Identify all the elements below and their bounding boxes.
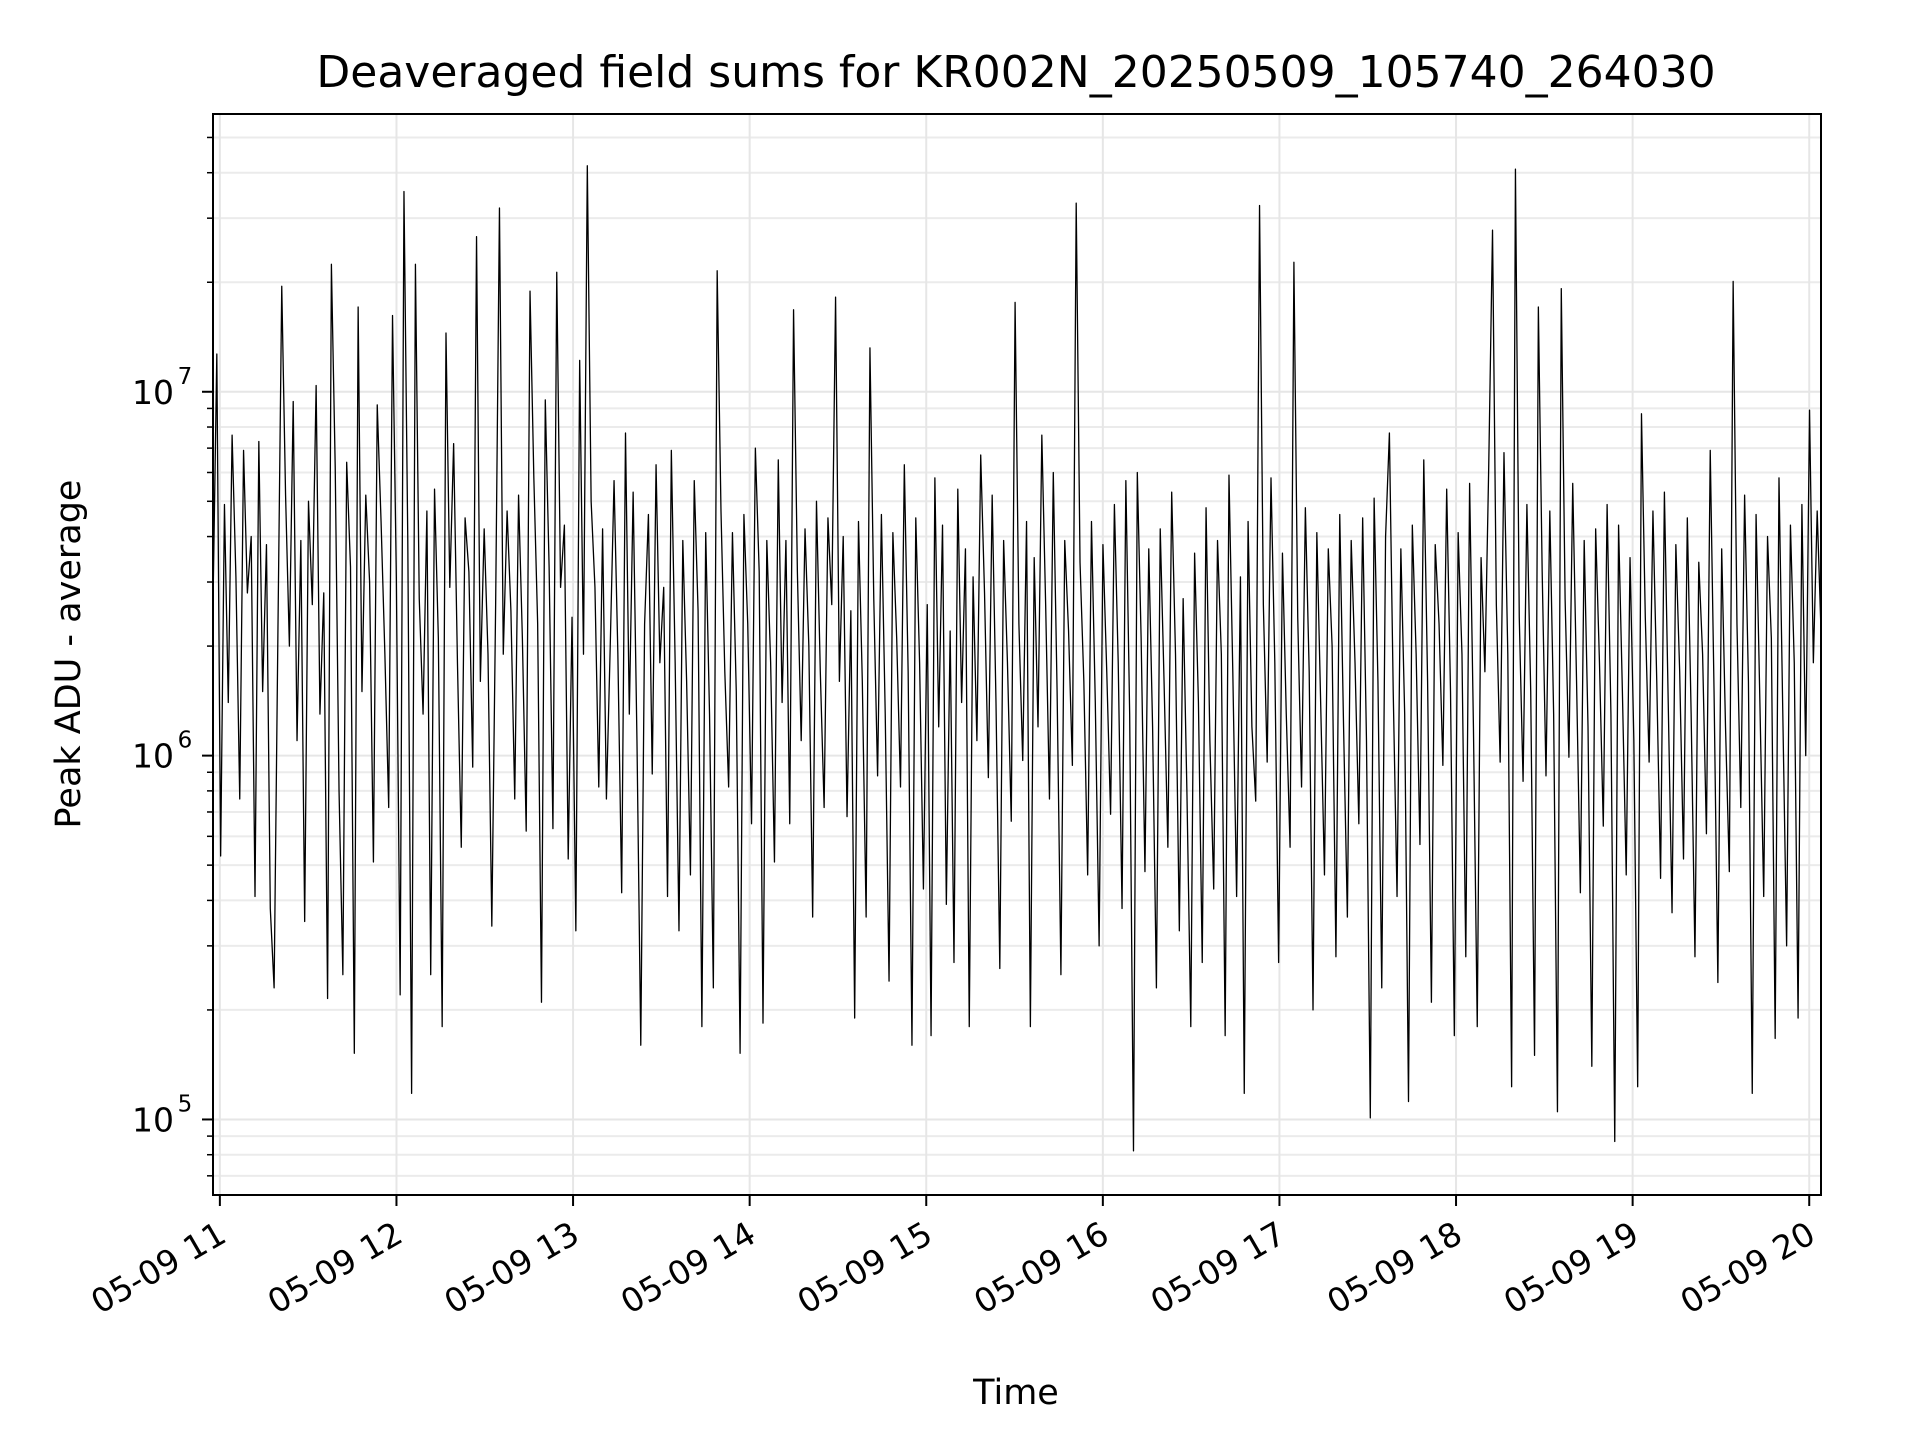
plot-frame	[212, 113, 1822, 1196]
chart-title: Deaveraged field sums for KR002N_2025050…	[316, 47, 1715, 98]
x-tick-label: 05-09 17	[1144, 1214, 1292, 1322]
grid-layer	[213, 114, 1821, 1195]
y-tick-exponent: 7	[178, 364, 193, 390]
x-axis-label: Time	[972, 1373, 1059, 1413]
x-tick-label: 05-09 13	[437, 1214, 585, 1322]
x-tick-label: 05-09 20	[1674, 1214, 1822, 1322]
x-tick-label: 05-09 14	[614, 1214, 762, 1322]
y-tick-exponent: 6	[178, 728, 193, 754]
y-axis-label: Peak ADU - average	[49, 480, 89, 829]
series-line-0	[212, 165, 1822, 1152]
y-tick-label: 10	[132, 1100, 174, 1139]
x-tick-label: 05-09 11	[84, 1214, 232, 1322]
series-layer	[212, 165, 1822, 1152]
x-tick-label: 05-09 15	[791, 1214, 939, 1322]
x-tick-label: 05-09 18	[1320, 1214, 1468, 1322]
x-tick-label: 05-09 19	[1497, 1214, 1645, 1322]
x-tick-label: 05-09 16	[967, 1214, 1115, 1322]
x-tick-label: 05-09 12	[261, 1214, 409, 1322]
y-tick-label: 10	[132, 373, 174, 412]
y-tick-label: 10	[132, 737, 174, 776]
y-tick-exponent: 5	[178, 1091, 193, 1117]
